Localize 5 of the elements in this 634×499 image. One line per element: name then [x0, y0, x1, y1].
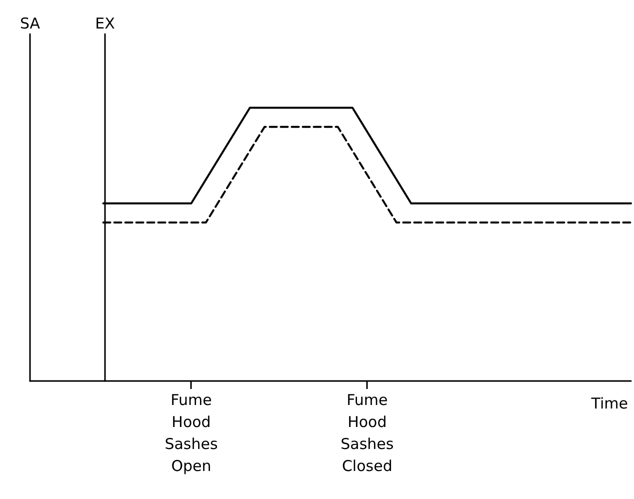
x-tick-label: Fume Hood Sashes Closed [340, 391, 394, 475]
text: EX [95, 14, 115, 32]
text: SA [20, 14, 41, 32]
x-tick-label: Fume Hood Sashes Open [164, 391, 218, 475]
x-axis-title: Time [590, 394, 628, 412]
